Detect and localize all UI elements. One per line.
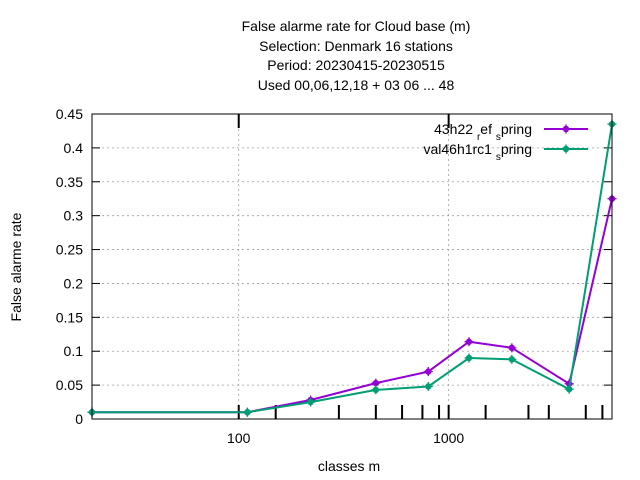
y-tick-label: 0.15 [56,309,83,325]
y-tick-label: 0.3 [64,208,84,224]
legend-label: val46h1rc1 spring [423,141,532,163]
y-tick-label: 0.35 [56,174,83,190]
data-point [423,367,433,377]
series-line [92,124,613,414]
x-tick-label: 100 [227,430,251,446]
legend-swatch-marker [561,124,571,134]
data-point [464,337,474,347]
data-point [423,381,433,391]
legend-swatch-marker [561,144,571,154]
y-tick-label: 0.45 [56,106,83,122]
data-point [242,407,252,417]
title-line-1: False alarme rate for Cloud base (m) [242,18,471,34]
data-point [371,378,381,388]
series-layer [87,119,617,417]
title-line-4: Used 00,06,12,18 + 03 06 ... 48 [258,77,455,93]
data-point [371,385,381,395]
title-line-2: Selection: Denmark 16 stations [259,38,453,54]
data-point [507,343,517,353]
legend-entry: val46h1rc1 spring [423,141,588,163]
y-axis-label: False alarme rate [8,212,24,321]
series-line [92,198,613,414]
data-point [507,354,517,364]
series-0 [87,194,617,417]
series-1 [87,119,617,417]
chart-title: False alarme rate for Cloud base (m) Sel… [242,18,471,93]
y-tick-label: 0 [75,411,83,427]
plot-frame [91,113,613,420]
data-point [464,353,474,363]
axis-ticks: 0 0.05 0.1 0.15 0.2 0.25 0.3 0.35 0.4 0.45 100 1000 [56,106,612,446]
title-line-3: Period: 20230415-20230515 [267,57,445,73]
grid [92,114,612,419]
data-point [564,384,574,394]
y-tick-label: 0.4 [64,140,84,156]
data-point [306,397,316,407]
y-tick-label: 0.2 [64,275,84,291]
legend-entry: 43h22 ref spring [434,121,588,143]
x-tick-label: 1000 [433,430,464,446]
x-axis-label: classes m [318,458,380,474]
y-tick-label: 0.1 [64,343,84,359]
y-tick-label: 0.25 [56,242,83,258]
y-tick-label: 0.05 [56,377,83,393]
legend-label: 43h22 ref spring [434,121,532,143]
